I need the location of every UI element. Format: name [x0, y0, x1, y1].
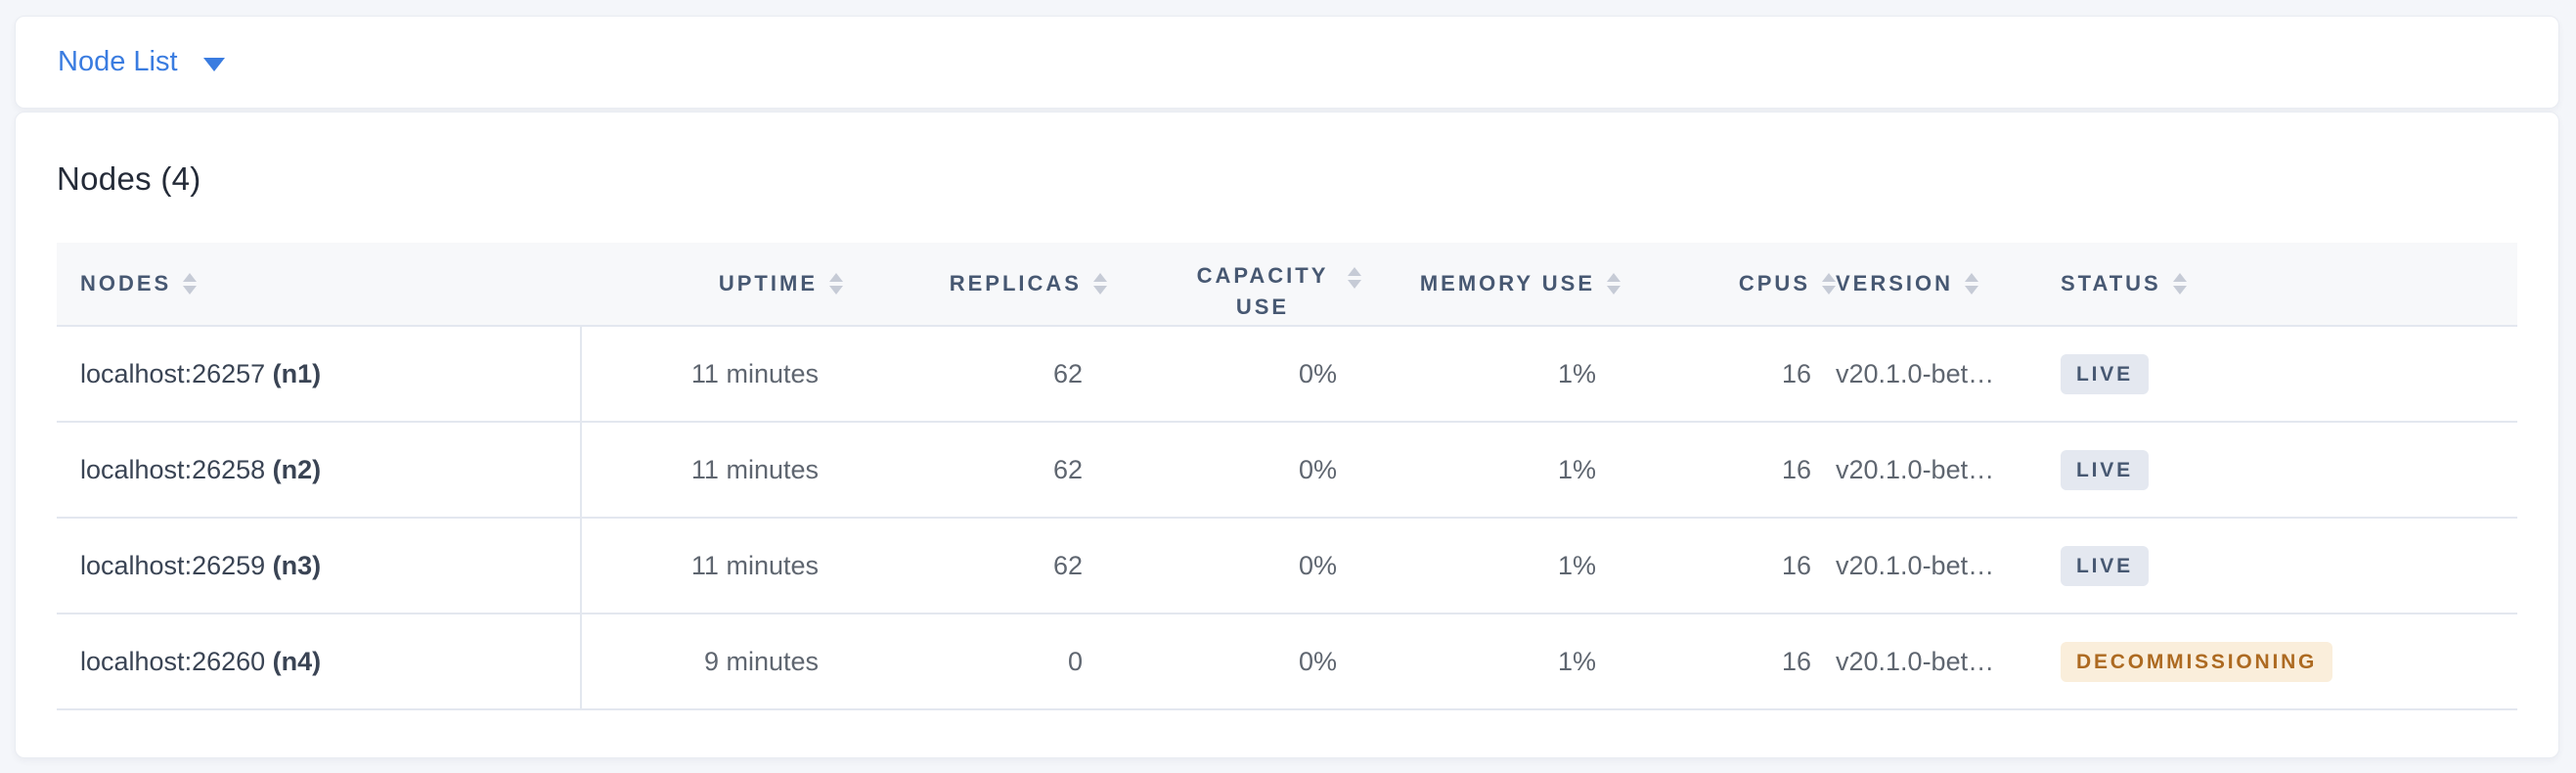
cell-uptime: 11 minutes: [581, 422, 843, 519]
column-header-capacity-use[interactable]: CAPACITY USE: [1107, 243, 1361, 327]
status-badge: LIVE: [2061, 449, 2149, 490]
view-selector-bar: Node List: [15, 16, 2559, 109]
cell-version: v20.1.0-bet…: [1836, 614, 2061, 710]
sort-icon: [1348, 267, 1361, 290]
status-badge: LIVE: [2061, 545, 2149, 586]
column-header-nodes[interactable]: NODES: [57, 243, 581, 327]
cell-replicas: 62: [843, 326, 1107, 423]
node-id: (n4): [272, 646, 322, 676]
node-id: (n3): [272, 550, 322, 580]
cell-memory-use: 1%: [1361, 614, 1621, 710]
sort-icon: [183, 272, 198, 295]
column-header-cpus[interactable]: CPUS: [1621, 243, 1836, 327]
cell-memory-use: 1%: [1361, 326, 1621, 423]
table-row: localhost:26259 (n3) 11 minutes 62 0% 1%…: [57, 518, 2517, 614]
cell-memory-use: 1%: [1361, 422, 1621, 519]
cell-cpus: 16: [1621, 422, 1836, 519]
cell-version: v20.1.0-bet…: [1836, 326, 2061, 423]
caret-down-icon: [202, 57, 225, 71]
cell-version: v20.1.0-bet…: [1836, 422, 2061, 519]
cell-replicas: 0: [843, 614, 1107, 710]
sort-icon: [829, 272, 843, 295]
sort-icon: [1965, 272, 1979, 295]
cell-node-address: localhost:26258 (n2): [57, 422, 582, 519]
cell-node-address: localhost:26260 (n4): [57, 614, 582, 710]
cell-status: LIVE: [2061, 422, 2517, 519]
column-header-replicas[interactable]: REPLICAS: [843, 243, 1107, 327]
sort-icon: [1093, 272, 1107, 295]
table-header-row: NODES UPTIME REPLICAS: [57, 243, 2517, 327]
cell-uptime: 11 minutes: [581, 518, 843, 614]
cell-uptime: 11 minutes: [581, 326, 843, 423]
nodes-panel: Nodes (4) NODES UPTIM: [15, 112, 2559, 758]
cell-capacity-use: 0%: [1107, 422, 1361, 519]
column-header-version[interactable]: VERSION: [1836, 243, 2061, 327]
cell-status: LIVE: [2061, 518, 2517, 614]
sort-icon: [1822, 272, 1836, 295]
cell-uptime: 9 minutes: [581, 614, 843, 710]
node-id: (n1): [272, 358, 322, 388]
node-id: (n2): [272, 454, 322, 484]
cell-capacity-use: 0%: [1107, 614, 1361, 710]
table-row: localhost:26258 (n2) 11 minutes 62 0% 1%…: [57, 422, 2517, 519]
view-selector-label: Node List: [58, 46, 178, 77]
cell-status: LIVE: [2061, 326, 2517, 423]
cell-node-address: localhost:26259 (n3): [57, 518, 582, 614]
cell-cpus: 16: [1621, 614, 1836, 710]
cell-cpus: 16: [1621, 326, 1836, 423]
page-title: Nodes (4): [57, 160, 201, 197]
cell-memory-use: 1%: [1361, 518, 1621, 614]
node-table: NODES UPTIME REPLICAS: [57, 243, 2517, 710]
cell-replicas: 62: [843, 518, 1107, 614]
cell-replicas: 62: [843, 422, 1107, 519]
column-header-uptime[interactable]: UPTIME: [581, 243, 843, 327]
sort-icon: [2172, 272, 2187, 295]
cell-cpus: 16: [1621, 518, 1836, 614]
status-badge: DECOMMISSIONING: [2061, 641, 2333, 682]
cell-node-address: localhost:26257 (n1): [57, 326, 582, 423]
sort-icon: [1607, 272, 1621, 295]
cell-capacity-use: 0%: [1107, 518, 1361, 614]
cell-capacity-use: 0%: [1107, 326, 1361, 423]
cell-status: DECOMMISSIONING: [2061, 614, 2517, 710]
status-badge: LIVE: [2061, 353, 2149, 394]
column-header-status[interactable]: STATUS: [2061, 243, 2517, 327]
column-header-memory-use[interactable]: MEMORY USE: [1361, 243, 1621, 327]
view-selector-dropdown[interactable]: Node List: [58, 46, 225, 78]
table-row: localhost:26260 (n4) 9 minutes 0 0% 1% 1…: [57, 614, 2517, 710]
cell-version: v20.1.0-bet…: [1836, 518, 2061, 614]
table-row: localhost:26257 (n1) 11 minutes 62 0% 1%…: [57, 326, 2517, 423]
